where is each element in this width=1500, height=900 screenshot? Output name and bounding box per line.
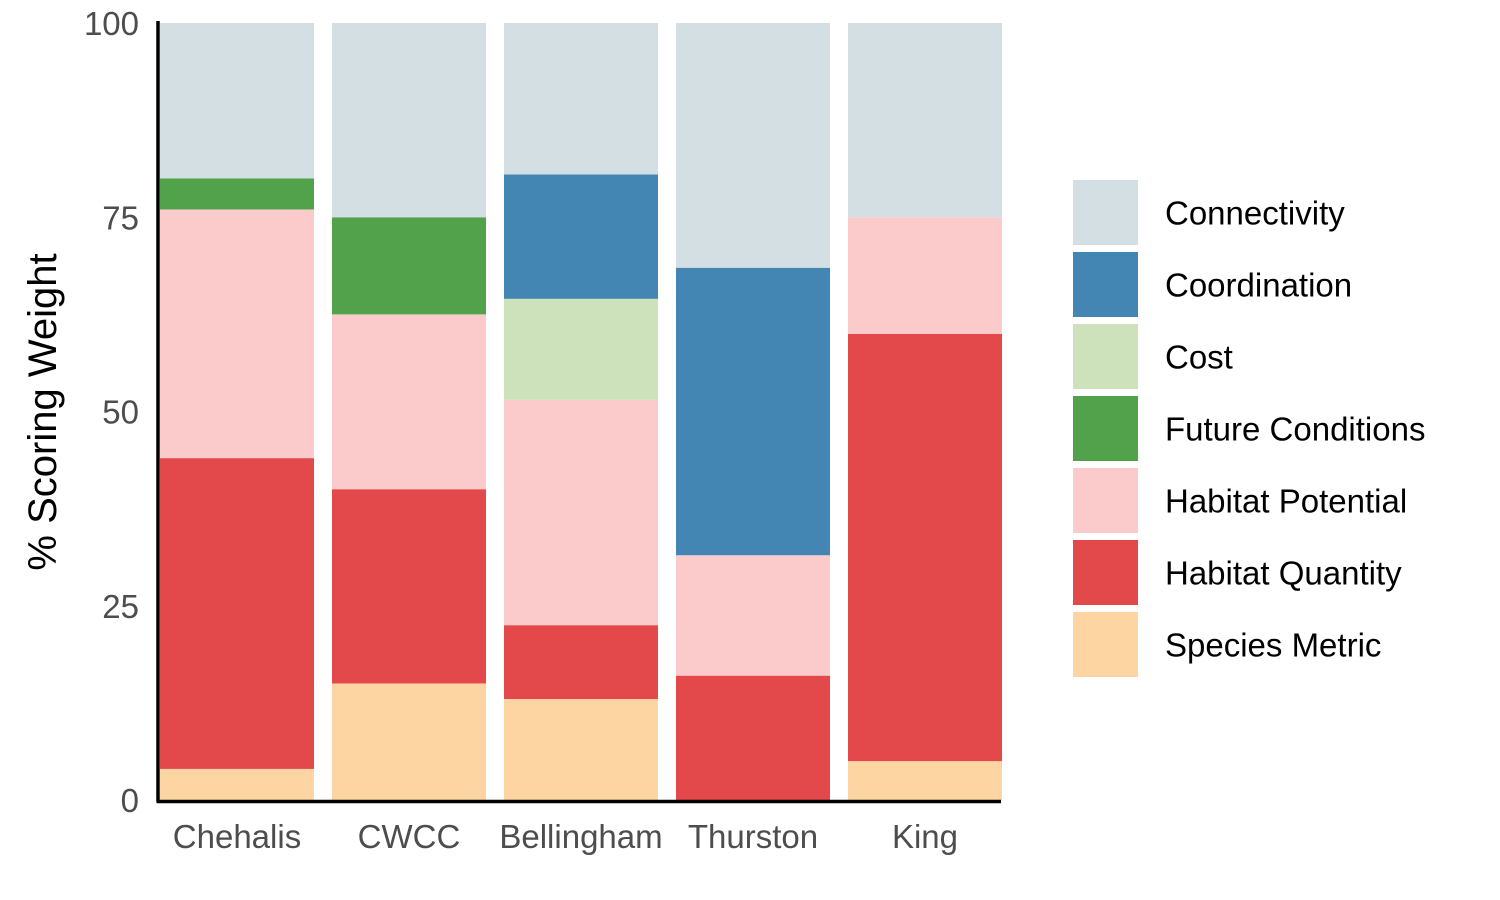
y-axis-title: % Scoring Weight — [21, 253, 65, 570]
bar-segment-thurston-connectivity — [676, 23, 830, 268]
legend-label-species-metric: Species Metric — [1165, 627, 1381, 664]
bars-layer — [160, 23, 1002, 800]
x-tick-label-thurston: Thurston — [688, 818, 818, 855]
x-tick-labels: Chehalis CWCC Bellingham Thurston King — [173, 818, 958, 855]
bar-segment-king-species-metric — [848, 761, 1002, 800]
legend-swatch-cost — [1073, 324, 1138, 389]
legend-label-coordination: Coordination — [1165, 267, 1352, 304]
bar-segment-cwcc-habitat-quantity — [332, 489, 486, 684]
bar-segment-bellingham-species-metric — [504, 698, 658, 800]
legend-swatch-habitat-quantity — [1073, 540, 1138, 605]
x-tick-label-cwcc: CWCC — [358, 818, 461, 855]
bar-segment-chehalis-future-conditions — [160, 178, 314, 210]
legend-label-habitat-potential: Habitat Potential — [1165, 483, 1407, 520]
bar-segment-cwcc-future-conditions — [332, 217, 486, 315]
y-tick-labels: 0 25 50 75 100 — [84, 5, 139, 819]
bar-segment-chehalis-habitat-potential — [160, 209, 314, 459]
legend-label-connectivity: Connectivity — [1165, 195, 1345, 232]
bar-segment-thurston-habitat-quantity — [676, 675, 830, 800]
bar-segment-king-habitat-potential — [848, 217, 1002, 334]
y-tick-label-75: 75 — [102, 199, 139, 236]
legend-label-future-conditions: Future Conditions — [1165, 411, 1425, 448]
y-tick-label-100: 100 — [84, 5, 139, 42]
y-tick-label-25: 25 — [102, 588, 139, 625]
x-tick-label-chehalis: Chehalis — [173, 818, 301, 855]
bar-segment-bellingham-cost — [504, 298, 658, 400]
axes-layer — [156, 21, 1001, 804]
bar-segment-king-habitat-quantity — [848, 333, 1002, 762]
bar-segment-cwcc-habitat-potential — [332, 314, 486, 490]
legend-label-habitat-quantity: Habitat Quantity — [1165, 555, 1402, 592]
bar-segment-bellingham-habitat-quantity — [504, 625, 658, 699]
bar-segment-chehalis-species-metric — [160, 768, 314, 800]
bar-segment-chehalis-connectivity — [160, 23, 314, 179]
legend: Connectivity Coordination Cost Future Condi… — [1073, 180, 1425, 677]
bar-segment-bellingham-habitat-potential — [504, 399, 658, 626]
legend-label-cost: Cost — [1165, 339, 1233, 376]
legend-swatch-species-metric — [1073, 612, 1138, 677]
legend-swatch-habitat-potential — [1073, 468, 1138, 533]
bar-segment-bellingham-connectivity — [504, 23, 658, 175]
bar-segment-chehalis-habitat-quantity — [160, 458, 314, 769]
bar-segment-cwcc-species-metric — [332, 683, 486, 800]
y-tick-label-50: 50 — [102, 394, 139, 431]
y-tick-label-0: 0 — [121, 782, 139, 819]
legend-swatch-coordination — [1073, 252, 1138, 317]
x-tick-label-king: King — [892, 818, 958, 855]
legend-swatch-future-conditions — [1073, 396, 1138, 461]
x-tick-label-bellingham: Bellingham — [499, 818, 662, 855]
legend-swatch-connectivity — [1073, 180, 1138, 245]
bar-segment-bellingham-coordination — [504, 174, 658, 299]
bar-segment-thurston-coordination — [676, 267, 830, 556]
bar-segment-king-connectivity — [848, 23, 1002, 218]
bar-segment-thurston-habitat-potential — [676, 555, 830, 676]
bar-segment-cwcc-connectivity — [332, 23, 486, 218]
